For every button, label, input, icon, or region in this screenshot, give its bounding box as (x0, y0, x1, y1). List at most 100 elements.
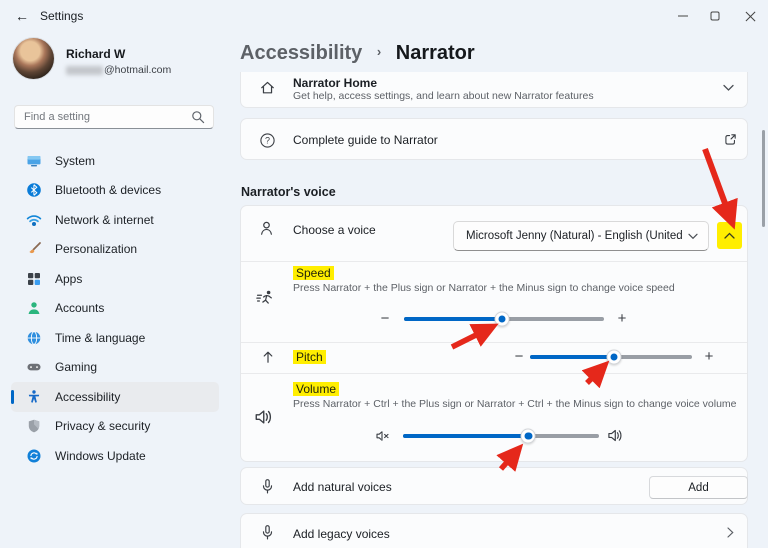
add-legacy-voices-card[interactable]: Add legacy voices (240, 513, 748, 548)
breadcrumb: Accessibility › Narrator (240, 42, 475, 65)
volume-speaker-icon (254, 407, 274, 427)
profile-name: Richard W (66, 47, 126, 61)
app-title: Settings (40, 9, 84, 23)
voice-settings-expander[interactable] (717, 222, 742, 249)
help-circle-icon: ? (259, 132, 276, 149)
volume-slider[interactable] (403, 428, 599, 444)
paintbrush-icon (26, 241, 42, 257)
sidebar-item-label: System (55, 153, 96, 168)
sidebar-item-bluetooth-devices[interactable]: Bluetooth & devices (11, 176, 219, 206)
volume-description: Press Narrator + Ctrl + the Plus sign or… (293, 398, 737, 410)
speed-slider-thumb[interactable] (494, 311, 510, 327)
divider (241, 261, 747, 262)
microphone-icon (259, 478, 276, 495)
speed-label: Speed (293, 266, 334, 280)
voice-dropdown[interactable]: Microsoft Jenny (Natural) - English (Uni… (453, 221, 709, 251)
pitch-minus-glyph: − (514, 348, 524, 365)
sidebar-item-label: Network & internet (55, 212, 154, 227)
external-link-icon (723, 132, 738, 147)
chevron-up-icon (724, 232, 735, 240)
sidebar-nav: System Bluetooth & devices Network & int… (0, 146, 230, 471)
sidebar-item-label: Gaming (55, 360, 98, 375)
pitch-plus-glyph: + (704, 348, 714, 365)
complete-guide-card[interactable]: ? Complete guide to Narrator (240, 118, 748, 160)
sidebar-item-network-internet[interactable]: Network & internet (11, 205, 219, 235)
volume-slider-thumb[interactable] (520, 428, 536, 444)
sidebar-item-windows-update[interactable]: Windows Update (11, 441, 219, 471)
sidebar-item-label: Time & language (55, 330, 146, 345)
user-avatar[interactable] (13, 38, 54, 79)
back-button[interactable]: ← (10, 4, 34, 28)
search-icon (191, 110, 205, 124)
person-icon (26, 300, 42, 316)
divider (241, 342, 747, 343)
minimize-button[interactable] (666, 0, 700, 32)
search-box (14, 105, 214, 129)
sidebar-item-label: Bluetooth & devices (55, 183, 162, 198)
sidebar-item-time-language[interactable]: Time & language (11, 323, 219, 353)
speaker-loud-icon (607, 427, 624, 444)
close-icon (745, 11, 755, 21)
maximize-button[interactable] (698, 0, 732, 32)
pitch-slider-thumb[interactable] (606, 349, 622, 365)
sidebar-item-label: Windows Update (55, 448, 146, 463)
chevron-down-icon (688, 233, 698, 240)
choose-voice-label: Choose a voice (293, 223, 376, 237)
complete-guide-label: Complete guide to Narrator (293, 133, 438, 147)
volume-label: Volume (293, 382, 340, 396)
sidebar-item-gaming[interactable]: Gaming (11, 353, 219, 383)
sidebar-item-apps[interactable]: Apps (11, 264, 219, 294)
minimize-icon (678, 15, 688, 17)
breadcrumb-parent[interactable]: Accessibility (240, 42, 363, 64)
pitch-slider-fill (530, 355, 615, 359)
speed-plus-glyph: + (617, 310, 627, 327)
sidebar-item-accounts[interactable]: Accounts (11, 294, 219, 324)
email-domain: @hotmail.com (104, 64, 172, 76)
speed-slider[interactable] (404, 311, 604, 327)
back-icon: ← (15, 8, 29, 24)
mute-icon (375, 428, 391, 444)
close-button[interactable] (733, 0, 767, 32)
titlebar: ← Settings (0, 0, 768, 32)
search-input[interactable] (24, 106, 192, 128)
sidebar-item-personalization[interactable]: Personalization (11, 235, 219, 265)
microphone-icon (259, 524, 276, 541)
divider (241, 373, 747, 374)
speed-slider-fill (404, 317, 502, 321)
pitch-slider[interactable] (530, 349, 692, 365)
narrator-home-title: Narrator Home (293, 76, 378, 90)
sidebar-item-label: Accessibility (55, 389, 121, 404)
speed-minus-glyph: − (380, 310, 390, 327)
sidebar-item-label: Personalization (55, 242, 138, 257)
shield-icon (26, 418, 42, 434)
chevron-down-icon[interactable] (723, 84, 734, 92)
home-icon (259, 79, 276, 96)
pitch-up-arrow-icon (260, 349, 276, 365)
person-outline-icon (257, 219, 276, 238)
globe-clock-icon (26, 330, 42, 346)
apps-grid-icon (26, 271, 42, 287)
breadcrumb-separator: › (376, 44, 382, 59)
add-button[interactable]: Add (649, 476, 748, 499)
narrator-home-subtitle: Get help, access settings, and learn abo… (293, 90, 594, 102)
pitch-label: Pitch (293, 350, 326, 364)
bluetooth-icon (26, 182, 42, 198)
narrator-voice-card: Choose a voice Microsoft Jenny (Natural)… (240, 205, 748, 462)
system-monitor-icon (26, 153, 42, 169)
page-title: Narrator (395, 42, 475, 64)
voice-speed-icon (256, 288, 274, 306)
gamepad-icon (26, 359, 42, 375)
sidebar-item-system[interactable]: System (11, 146, 219, 176)
sidebar-item-label: Apps (55, 271, 83, 286)
narrator-home-card[interactable]: Narrator Home Get help, access settings,… (240, 72, 748, 108)
sidebar-item-privacy-security[interactable]: Privacy & security (11, 412, 219, 442)
blurred-email-segment (66, 65, 103, 75)
speed-description: Press Narrator + the Plus sign or Narrat… (293, 282, 675, 294)
sidebar-item-accessibility[interactable]: Accessibility (11, 382, 219, 412)
scrollbar[interactable] (762, 130, 765, 227)
accessibility-person-icon (26, 389, 42, 405)
maximize-icon (710, 11, 720, 21)
add-legacy-voices-label: Add legacy voices (293, 527, 390, 541)
section-title: Narrator's voice (241, 185, 336, 199)
